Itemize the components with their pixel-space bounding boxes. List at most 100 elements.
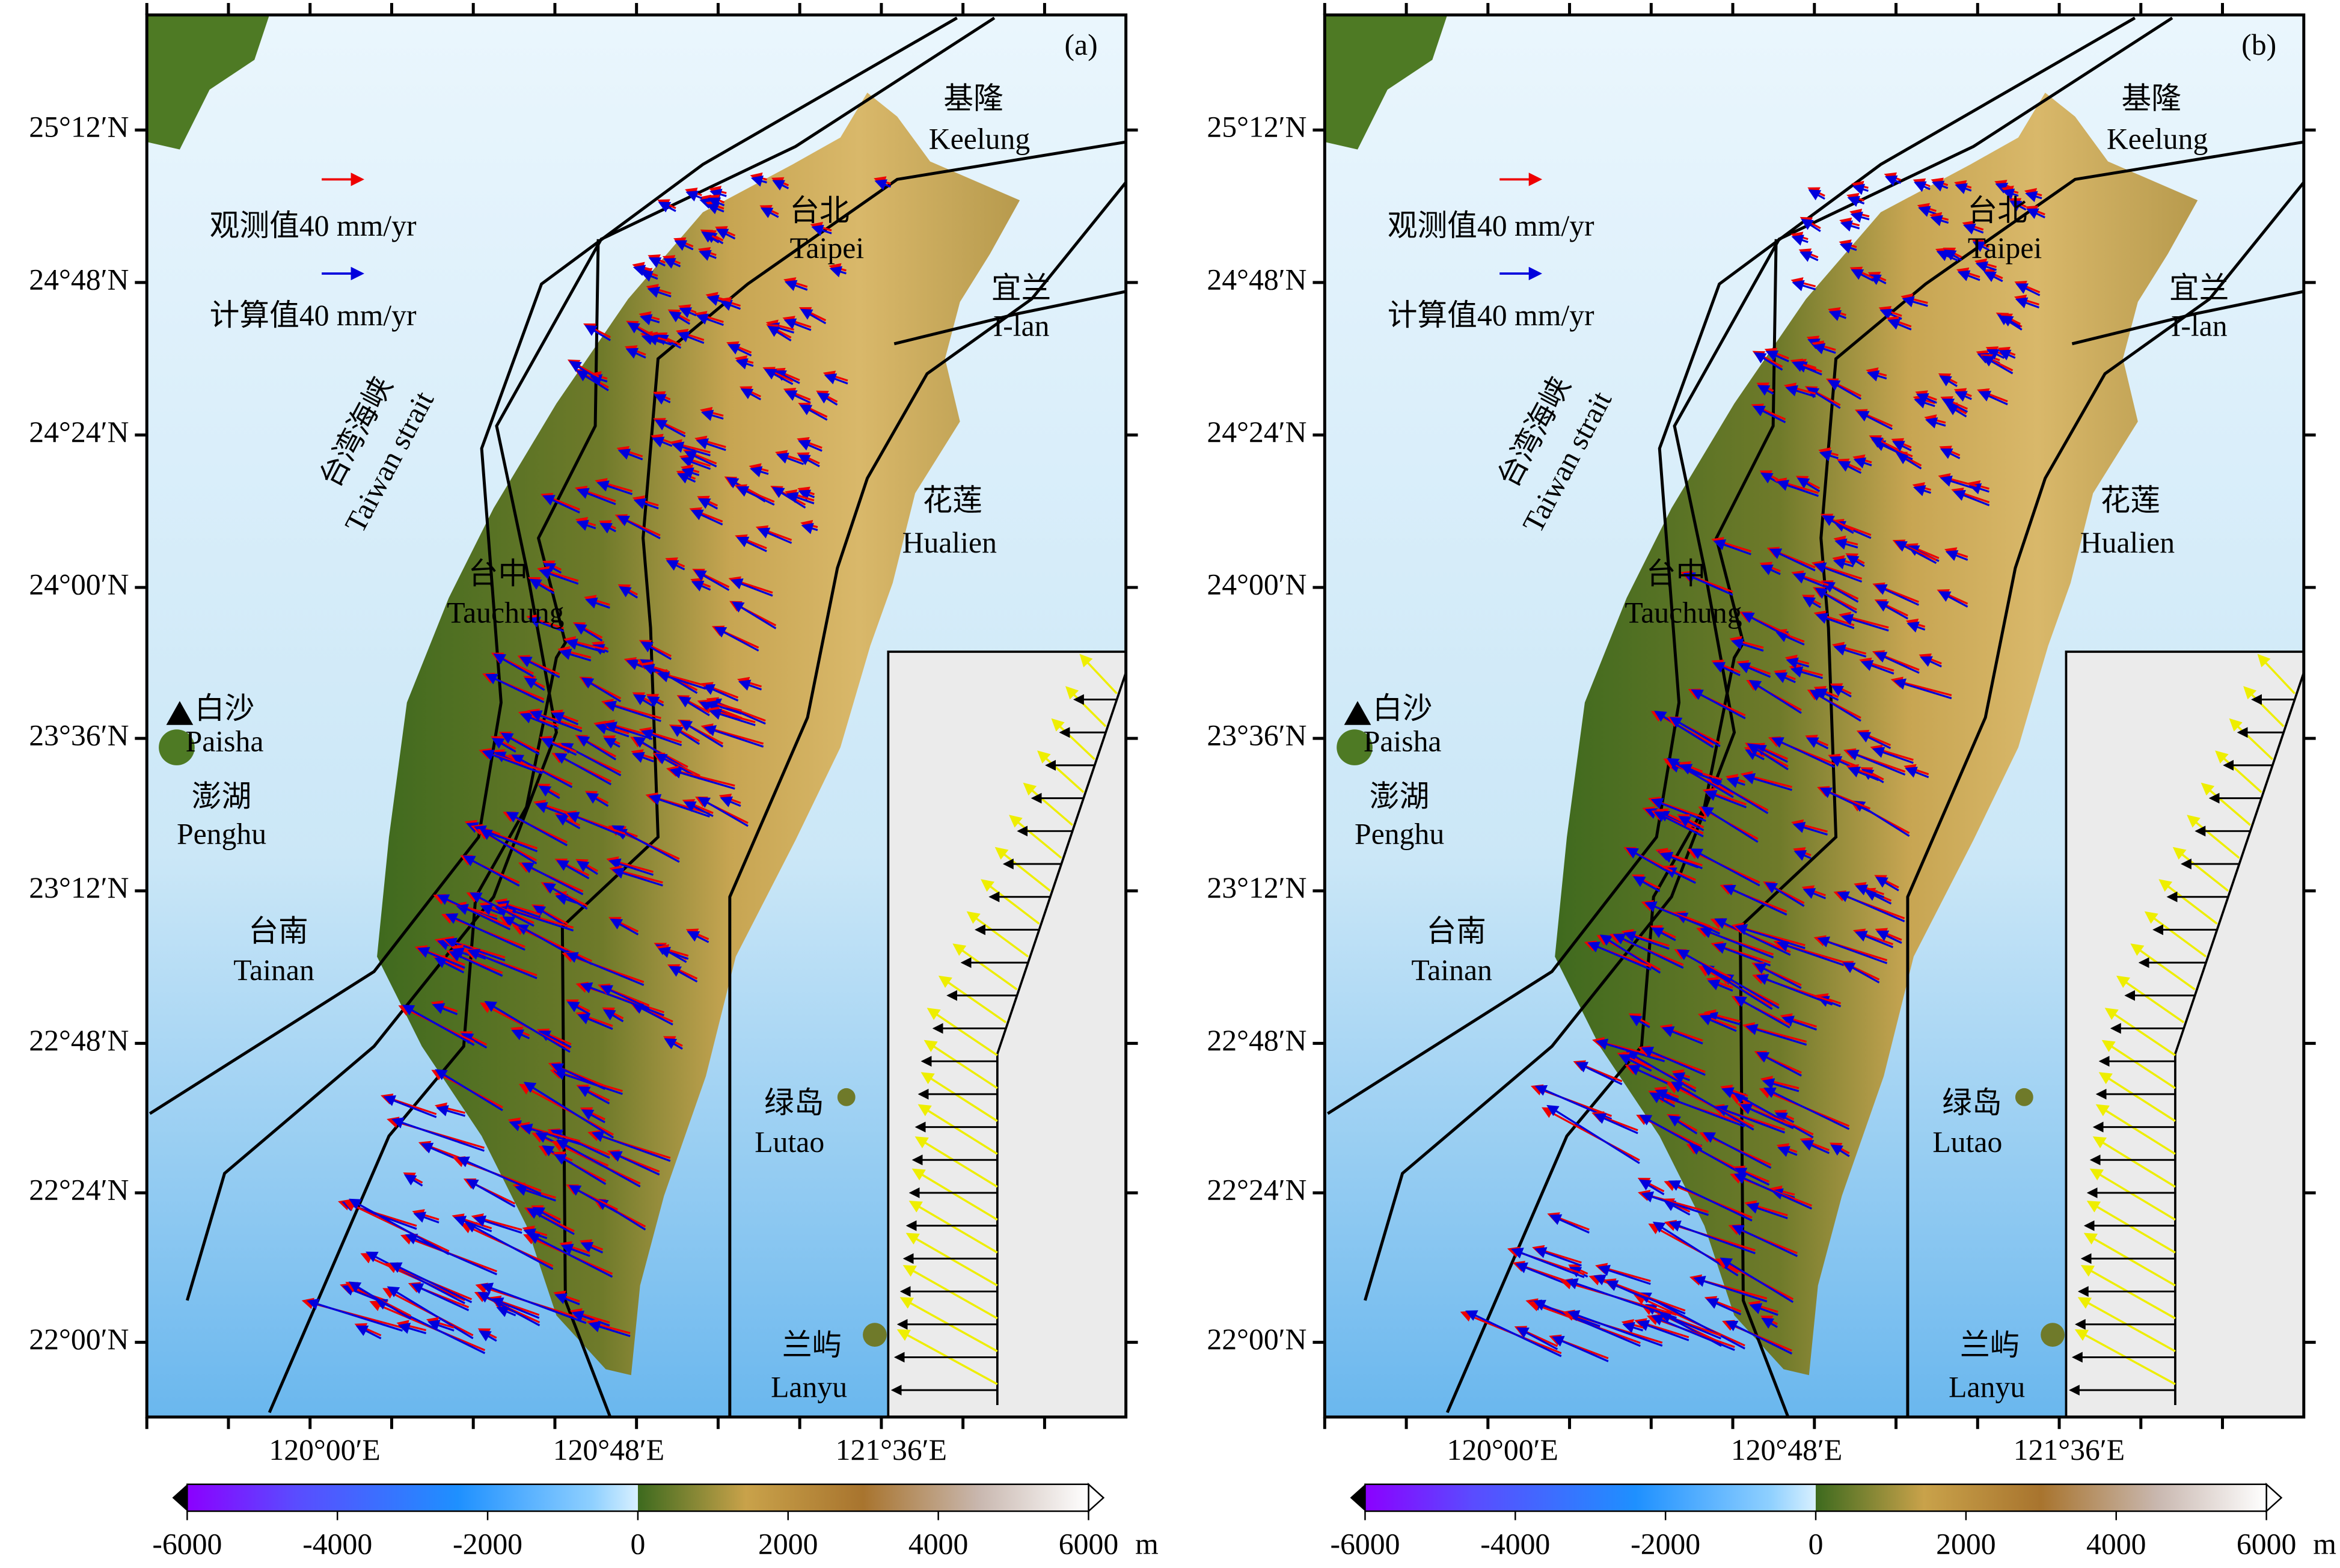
computed-arrow	[681, 467, 700, 479]
computed-arrow	[1972, 241, 1990, 253]
colorbar-end-low	[1350, 1484, 1365, 1511]
taiwan-land	[377, 93, 1020, 1376]
computed-arrow	[684, 801, 714, 817]
place-name-zh: 台南	[248, 914, 308, 948]
computed-arrow	[1593, 1113, 1638, 1135]
computed-arrow	[700, 409, 724, 421]
computed-arrow	[1660, 851, 1699, 869]
computed-arrow	[457, 1156, 542, 1195]
computed-arrow	[1830, 1144, 1850, 1157]
computed-arrow	[1668, 1220, 1756, 1255]
computed-arrow	[1930, 215, 1949, 227]
computed-arrow	[1706, 1298, 1742, 1315]
computed-arrow	[1828, 310, 1846, 321]
map-panel: 观测值40 mm/yr 计算值40 mm/yr 基隆 Keelung 台北 Taipei 宜…	[29, 2, 1159, 1561]
computed-arrow	[1714, 943, 1771, 967]
colorbar-end-high	[1088, 1482, 1105, 1513]
computed-arrow	[1876, 601, 1909, 620]
computed-arrow	[610, 918, 639, 936]
lat-tick-label: 24°00′N	[1207, 568, 1306, 601]
computed-arrow	[684, 451, 717, 468]
computed-arrow	[1940, 475, 1977, 490]
computed-arrow	[504, 906, 574, 932]
computed-arrow	[1938, 591, 1968, 608]
computed-arrow	[1896, 453, 1922, 470]
computed-arrow	[600, 985, 650, 1009]
computed-arrow	[528, 616, 565, 632]
computed-arrow	[1566, 1278, 1677, 1319]
computed-arrow	[1651, 1314, 1735, 1352]
computed-arrow	[735, 358, 754, 370]
computed-arrow	[491, 738, 516, 753]
computed-arrow	[1777, 940, 1845, 966]
computed-arrow	[1793, 572, 1829, 589]
computed-arrow	[1613, 934, 1684, 969]
computed-arrow	[1983, 271, 2003, 283]
fault-line	[1445, 239, 1778, 1413]
computed-arrow	[798, 439, 822, 452]
computed-arrow	[1853, 457, 1872, 469]
computed-arrow	[1887, 319, 1912, 331]
computed-arrow	[1855, 931, 1894, 949]
computed-arrow	[654, 394, 671, 405]
place-name-en: Penghu	[1355, 818, 1444, 851]
computed-arrow	[484, 1000, 571, 1053]
computed-arrow	[1839, 242, 1857, 254]
fault-line	[893, 290, 1127, 346]
computed-arrow	[397, 1322, 427, 1335]
computed-arrow	[738, 679, 762, 691]
place-name-zh: 基隆	[2121, 82, 2181, 115]
legend-observed: 观测值40 mm/yr	[210, 209, 417, 242]
computed-arrow	[1940, 448, 1961, 459]
inset-arrow-yellow	[966, 911, 1029, 958]
computed-arrow	[1792, 280, 1816, 292]
computed-arrow	[1700, 927, 1774, 959]
panel-label: (a)	[1064, 28, 1097, 61]
computed-arrow	[1876, 930, 1902, 944]
lutao-island	[2015, 1088, 2033, 1106]
colorbar-tick-label: 0	[1809, 1528, 1824, 1561]
computed-arrow	[610, 1151, 660, 1176]
inset-arrow-yellow	[2089, 1168, 2176, 1221]
computed-arrow	[1819, 787, 1871, 813]
inset-arrow-yellow	[2215, 750, 2262, 793]
computed-arrow	[1858, 732, 1891, 749]
computed-arrow	[774, 370, 800, 384]
computed-arrow	[687, 931, 709, 943]
computed-arrow	[538, 785, 560, 799]
place-name-zh: 澎湖	[192, 780, 251, 813]
place-name-en: I-lan	[2171, 309, 2228, 342]
computed-arrow	[1641, 1191, 1709, 1216]
computed-arrow	[1668, 1115, 1698, 1135]
computed-arrow	[501, 732, 540, 756]
computed-arrow	[1511, 1248, 1585, 1278]
computed-arrow	[764, 369, 794, 385]
computed-arrow	[1925, 417, 1946, 429]
computed-arrow	[1831, 685, 1852, 698]
colorbar-tick-label: 0	[630, 1528, 645, 1561]
computed-arrow	[1690, 848, 1760, 887]
computed-arrow	[1748, 679, 1802, 714]
lat-tick-label: 22°24′N	[1207, 1173, 1306, 1206]
computed-arrow	[1659, 1312, 1721, 1340]
computed-arrow	[1756, 1052, 1802, 1077]
computed-arrow	[348, 1281, 412, 1320]
inset-arrow-yellow	[2101, 1040, 2176, 1089]
computed-arrow	[1715, 1105, 1786, 1134]
computed-arrow	[767, 325, 792, 341]
computed-arrow	[586, 792, 609, 807]
computed-arrow	[1975, 261, 1997, 272]
computed-arrow	[1799, 251, 1819, 262]
inset-arrow-yellow	[2187, 815, 2240, 859]
computed-arrow	[783, 318, 812, 331]
inset-arrow-yellow	[920, 1072, 998, 1122]
computed-arrow	[648, 794, 710, 818]
computed-arrow	[1725, 1320, 1793, 1355]
computed-arrow	[1516, 1327, 1558, 1350]
computed-arrow	[705, 700, 742, 715]
computed-arrow	[1465, 1310, 1562, 1358]
computed-arrow	[1905, 767, 1929, 779]
computed-arrow	[1756, 974, 1833, 1006]
colorbar-tick-label: -4000	[302, 1528, 372, 1561]
computed-arrow	[670, 726, 700, 745]
